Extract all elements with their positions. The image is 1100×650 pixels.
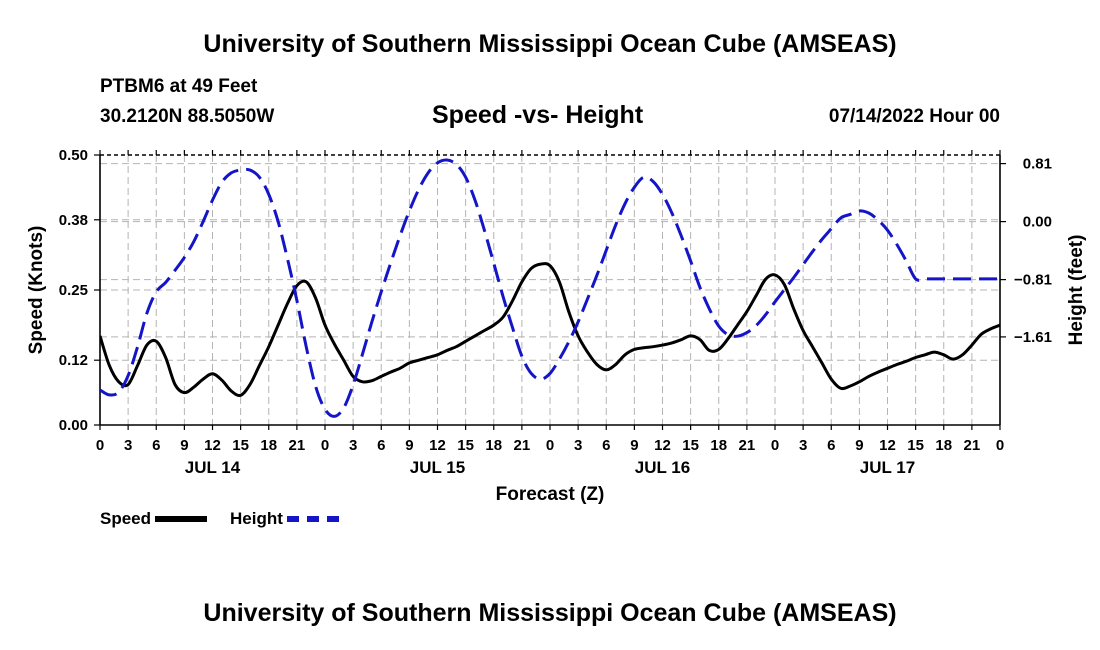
x-tick-label: 12 bbox=[429, 437, 446, 454]
legend-speed: Speed bbox=[100, 509, 208, 529]
x-tick-label: 3 bbox=[799, 437, 807, 454]
x-tick-label: 15 bbox=[907, 437, 924, 454]
x-tick-label: 21 bbox=[739, 437, 756, 454]
y-tick-label: 0.50 bbox=[59, 147, 88, 164]
x-tick-label: 21 bbox=[964, 437, 981, 454]
date-label: JUL 15 bbox=[410, 458, 465, 477]
x-tick-label: 0 bbox=[996, 437, 1004, 454]
y2-tick-label: 0.81 bbox=[1023, 156, 1052, 173]
y-tick-label: 0.12 bbox=[59, 352, 88, 369]
date-label: JUL 16 bbox=[635, 458, 690, 477]
x-tick-label: 3 bbox=[124, 437, 132, 454]
legend-height: Height bbox=[230, 509, 339, 529]
x-axis-title: Forecast (Z) bbox=[496, 484, 605, 505]
x-tick-label: 18 bbox=[935, 437, 952, 454]
x-tick-label: 9 bbox=[855, 437, 863, 454]
x-tick-label: 0 bbox=[546, 437, 554, 454]
y2-tick-label: −0.81 bbox=[1014, 272, 1052, 289]
footer-title: University of Southern Mississippi Ocean… bbox=[203, 599, 897, 627]
x-tick-label: 0 bbox=[321, 437, 329, 454]
x-tick-label: 18 bbox=[710, 437, 727, 454]
x-tick-label: 15 bbox=[232, 437, 249, 454]
x-tick-label: 15 bbox=[682, 437, 699, 454]
speed-series-line bbox=[100, 262, 1000, 398]
x-tick-label: 12 bbox=[204, 437, 221, 454]
x-tick-label: 21 bbox=[289, 437, 306, 454]
x-tick-label: 12 bbox=[879, 437, 896, 454]
x-tick-label: 9 bbox=[180, 437, 188, 454]
x-tick-label: 6 bbox=[602, 437, 610, 454]
x-tick-label: 9 bbox=[405, 437, 413, 454]
x-tick-label: 6 bbox=[827, 437, 835, 454]
speed-height-chart: 0 3 6 9 12 15 18 21 0 3 6 9 12 15 18 21 0 3 6 9 12 15 18 21 0 3 6 9… bbox=[26, 147, 1087, 505]
coordinates-label: 30.2120N 88.5050W bbox=[100, 106, 275, 127]
forecast-datetime: 07/14/2022 Hour 00 bbox=[828, 106, 1000, 127]
y-tick-label: 0.38 bbox=[59, 212, 88, 229]
x-tick-label: 12 bbox=[654, 437, 671, 454]
x-tick-label: 18 bbox=[260, 437, 277, 454]
x-tick-label: 9 bbox=[630, 437, 638, 454]
chart-subtitle: Speed -vs- Height bbox=[432, 101, 644, 129]
x-tick-label: 0 bbox=[771, 437, 779, 454]
y2-axis-title: Height (feet) bbox=[1066, 235, 1087, 346]
y-tick-label: 0.25 bbox=[59, 282, 88, 299]
date-label: JUL 14 bbox=[185, 458, 241, 477]
x-tick-label: 3 bbox=[574, 437, 582, 454]
y2-tick-label: 0.00 bbox=[1023, 214, 1052, 231]
y-axis-title: Speed (Knots) bbox=[26, 226, 47, 355]
page-title: University of Southern Mississippi Ocean… bbox=[203, 30, 897, 58]
x-tick-label: 18 bbox=[485, 437, 502, 454]
x-tick-label: 6 bbox=[152, 437, 160, 454]
legend-height-label: Height bbox=[230, 509, 283, 528]
x-tick-label: 15 bbox=[457, 437, 474, 454]
legend-height-swatch bbox=[286, 516, 339, 522]
y2-tick-label: −1.61 bbox=[1014, 329, 1052, 346]
x-tick-label: 21 bbox=[514, 437, 531, 454]
station-label: PTBM6 at 49 Feet bbox=[100, 76, 258, 97]
legend-speed-label: Speed bbox=[100, 509, 152, 528]
x-tick-label: 0 bbox=[96, 437, 104, 454]
y-tick-label: 0.00 bbox=[59, 417, 88, 434]
legend-speed-swatch bbox=[155, 516, 208, 522]
date-label: JUL 17 bbox=[860, 458, 915, 477]
height-series-line bbox=[100, 158, 1000, 418]
x-tick-label: 6 bbox=[377, 437, 385, 454]
x-tick-label: 3 bbox=[349, 437, 357, 454]
